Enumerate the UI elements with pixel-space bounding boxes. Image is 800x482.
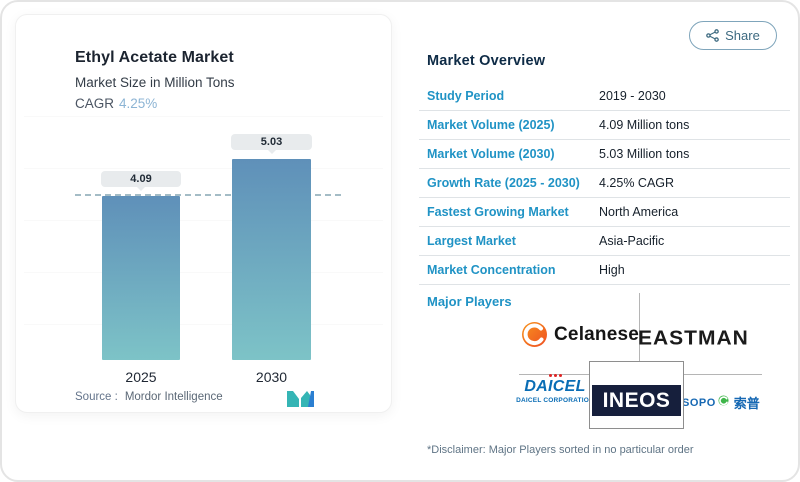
eastman-logo: EASTMAN — [638, 327, 749, 350]
row-value: High — [599, 263, 625, 277]
cagr-line: CAGR 4.25% — [75, 96, 157, 111]
logo-grid-divider — [681, 374, 762, 375]
source-label: Source : — [75, 391, 118, 403]
row-label: Market Volume (2030) — [427, 147, 555, 161]
row-value: 4.09 Million tons — [599, 118, 690, 132]
sopo-chinese-wordmark: 索普 — [733, 396, 760, 411]
row-label: Fastest Growing Market — [427, 205, 569, 219]
source-value: Mordor Intelligence — [124, 391, 223, 403]
ineos-wordmark: INEOS — [602, 388, 671, 412]
reference-dashed-line — [75, 194, 341, 197]
daicel-logo: DAICEL DAICEL CORPORATION — [516, 374, 594, 404]
chart-title: Ethyl Acetate Market — [75, 49, 234, 66]
gridline — [24, 168, 383, 169]
gridline — [24, 272, 383, 273]
gridline — [24, 116, 383, 117]
table-row: Growth Rate (2025 - 2030) 4.25% CAGR — [419, 169, 790, 198]
row-label: Study Period — [427, 89, 505, 103]
chart-subtitle: Market Size in Million Tons — [75, 75, 235, 90]
major-players-label: Major Players — [427, 294, 512, 309]
celanese-swirl-icon — [522, 322, 547, 347]
source-line: Source : Mordor Intelligence — [75, 391, 223, 403]
overview-title: Market Overview — [427, 53, 546, 69]
table-row: Fastest Growing Market North America — [419, 198, 790, 227]
row-label: Largest Market — [427, 234, 516, 248]
bar-2030 — [232, 158, 311, 360]
daicel-dots-icon — [516, 374, 594, 377]
chart-card: Ethyl Acetate Market Market Size in Mill… — [15, 14, 392, 413]
overview-table: Study Period 2019 - 2030 Market Volume (… — [419, 82, 790, 285]
row-value: 5.03 Million tons — [599, 147, 690, 161]
row-label: Market Volume (2025) — [427, 118, 555, 132]
value-label-2025: 4.09 — [101, 171, 181, 192]
table-row: Market Concentration High — [419, 256, 790, 285]
table-row: Market Volume (2030) 5.03 Million tons — [419, 140, 790, 169]
row-value: 2019 - 2030 — [599, 89, 666, 103]
table-row: Study Period 2019 - 2030 — [419, 82, 790, 111]
daicel-subtext: DAICEL CORPORATION — [516, 397, 594, 404]
logo-grid-divider — [639, 293, 640, 361]
row-label: Growth Rate (2025 - 2030) — [427, 176, 580, 190]
mordor-intelligence-logo-icon — [287, 391, 314, 407]
ineos-logo: INEOS — [589, 361, 684, 429]
daicel-wordmark: DAICEL — [524, 378, 586, 395]
table-row: Largest Market Asia-Pacific — [419, 227, 790, 256]
share-button-label: Share — [725, 28, 760, 43]
gridline — [24, 324, 383, 325]
cagr-value: 4.25% — [119, 96, 158, 111]
celanese-wordmark: Celanese — [554, 323, 640, 345]
ineos-navy-bar: INEOS — [592, 385, 681, 416]
cagr-label: CAGR — [75, 96, 115, 111]
row-label: Market Concentration — [427, 263, 556, 277]
row-value: Asia-Pacific — [599, 234, 665, 248]
share-nodes-icon — [706, 29, 719, 42]
share-button[interactable]: Share — [689, 21, 777, 50]
sopo-wordmark: SOPO — [682, 396, 716, 409]
sopo-logo: SOPO 索普 — [682, 393, 760, 412]
disclaimer-text: *Disclaimer: Major Players sorted in no … — [427, 444, 694, 456]
x-axis-label-2030: 2030 — [255, 369, 288, 385]
row-value: North America — [599, 205, 679, 219]
sopo-swirl-icon — [718, 394, 729, 406]
x-axis-label-2025: 2025 — [125, 369, 157, 385]
table-row: Market Volume (2025) 4.09 Million tons — [419, 111, 790, 140]
celanese-logo: Celanese — [521, 321, 639, 348]
bar-2025 — [102, 196, 180, 360]
row-value: 4.25% CAGR — [599, 176, 675, 190]
value-label-2030: 5.03 — [231, 133, 312, 154]
gridline — [24, 220, 383, 221]
